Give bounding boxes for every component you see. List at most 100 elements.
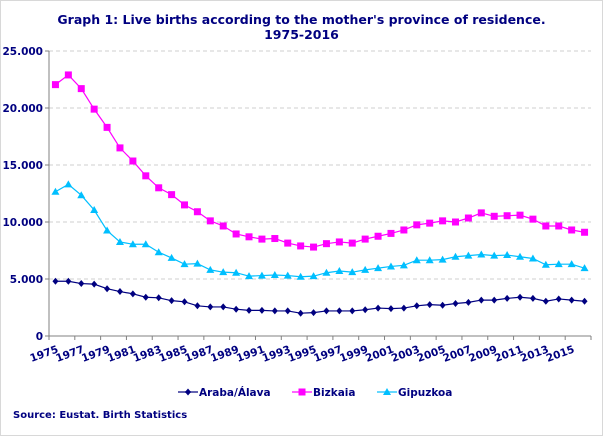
- data-point-bizkaia: [310, 243, 318, 251]
- y-tick-label: 0: [36, 331, 43, 343]
- data-point-araba-lava: [426, 301, 433, 309]
- data-point-araba-lava: [413, 302, 420, 310]
- data-point-bizkaia: [348, 239, 356, 247]
- y-tick-label: 20.000: [2, 103, 43, 115]
- data-point-araba-lava: [400, 304, 407, 312]
- data-point-araba-lava: [517, 293, 524, 301]
- data-point-araba-lava: [155, 294, 162, 302]
- chart-subtitle: 1975-2016: [264, 27, 339, 42]
- data-point-araba-lava: [491, 296, 498, 304]
- data-point-bizkaia: [116, 144, 124, 152]
- data-point-bizkaia: [271, 235, 279, 243]
- data-point-gipuzkoa: [64, 180, 73, 188]
- data-point-gipuzkoa: [219, 268, 228, 276]
- data-point-bizkaia: [245, 233, 253, 241]
- data-point-bizkaia: [439, 217, 447, 225]
- data-point-araba-lava: [568, 296, 575, 304]
- data-point-gipuzkoa: [51, 187, 60, 195]
- data-point-araba-lava: [65, 277, 72, 285]
- data-point-araba-lava: [104, 285, 111, 293]
- data-point-araba-lava: [78, 280, 85, 288]
- data-point-bizkaia: [193, 208, 201, 216]
- data-point-bizkaia: [490, 212, 498, 220]
- data-point-gipuzkoa: [335, 267, 344, 275]
- data-point-gipuzkoa: [232, 268, 241, 276]
- data-point-gipuzkoa: [283, 271, 292, 279]
- data-point-gipuzkoa: [348, 268, 357, 276]
- legend-label-bizkaia: Bizkaia: [313, 387, 355, 399]
- data-point-bizkaia: [516, 211, 524, 219]
- data-point-araba-lava: [362, 306, 369, 314]
- data-point-gipuzkoa: [554, 260, 563, 268]
- data-point-araba-lava: [284, 307, 291, 315]
- data-point-gipuzkoa: [438, 255, 447, 263]
- data-point-bizkaia: [155, 184, 163, 192]
- data-point-gipuzkoa: [490, 251, 499, 259]
- data-point-bizkaia: [568, 226, 576, 234]
- data-point-gipuzkoa: [580, 264, 589, 272]
- data-point-bizkaia: [452, 218, 459, 226]
- data-point-gipuzkoa: [103, 226, 112, 234]
- data-point-araba-lava: [581, 297, 588, 305]
- data-point-bizkaia: [51, 81, 59, 89]
- data-point-gipuzkoa: [516, 252, 525, 260]
- legend-marker-gipuzkoa: [383, 388, 391, 395]
- data-point-araba-lava: [349, 307, 356, 315]
- chart-title-line: Graph 1: Live births according to the mo…: [57, 12, 546, 27]
- data-point-araba-lava: [465, 298, 472, 306]
- data-point-araba-lava: [504, 294, 511, 302]
- data-point-gipuzkoa: [425, 256, 434, 264]
- data-point-bizkaia: [581, 228, 589, 236]
- data-point-bizkaia: [542, 222, 550, 230]
- data-point-gipuzkoa: [270, 271, 279, 279]
- data-point-bizkaia: [400, 226, 408, 234]
- data-point-bizkaia: [77, 85, 85, 93]
- data-point-araba-lava: [439, 301, 446, 309]
- data-point-araba-lava: [323, 307, 330, 315]
- data-point-gipuzkoa: [322, 268, 331, 276]
- legend-label-araba-lava: Araba/Álava: [199, 386, 271, 399]
- series-line-gipuzkoa: [55, 183, 585, 278]
- data-point-araba-lava: [336, 307, 343, 315]
- data-point-gipuzkoa: [361, 265, 370, 273]
- data-point-araba-lava: [116, 288, 123, 296]
- data-point-araba-lava: [207, 303, 214, 311]
- data-point-bizkaia: [90, 105, 98, 113]
- data-point-bizkaia: [387, 229, 395, 237]
- chart-title: Graph 1: Live births according to the mo…: [0, 12, 603, 42]
- data-point-bizkaia: [142, 172, 150, 180]
- data-point-araba-lava: [181, 298, 188, 306]
- data-point-araba-lava: [375, 304, 382, 312]
- data-point-araba-lava: [246, 306, 253, 314]
- data-point-gipuzkoa: [477, 250, 486, 258]
- data-point-gipuzkoa: [90, 206, 99, 214]
- data-point-bizkaia: [103, 123, 111, 131]
- data-point-bizkaia: [129, 157, 137, 165]
- data-point-araba-lava: [258, 306, 265, 314]
- data-point-araba-lava: [297, 309, 304, 317]
- data-point-gipuzkoa: [528, 254, 537, 262]
- data-point-gipuzkoa: [567, 260, 576, 268]
- data-point-gipuzkoa: [245, 272, 254, 280]
- data-point-gipuzkoa: [296, 272, 305, 280]
- data-point-bizkaia: [529, 215, 537, 223]
- data-point-araba-lava: [387, 305, 394, 313]
- legend-marker-bizkaia: [298, 388, 306, 396]
- data-point-gipuzkoa: [503, 251, 512, 259]
- data-point-bizkaia: [297, 242, 305, 250]
- data-point-bizkaia: [219, 222, 227, 230]
- legend-label-gipuzkoa: Gipuzkoa: [398, 387, 452, 399]
- data-point-araba-lava: [91, 280, 98, 288]
- data-point-araba-lava: [129, 290, 136, 298]
- data-point-bizkaia: [464, 214, 472, 222]
- legend-marker-araba-lava: [185, 388, 191, 396]
- y-tick-label: 10.000: [2, 217, 43, 229]
- data-point-bizkaia: [413, 221, 421, 229]
- data-point-bizkaia: [426, 219, 434, 227]
- data-point-gipuzkoa: [386, 262, 395, 270]
- data-point-bizkaia: [168, 191, 176, 199]
- data-point-araba-lava: [310, 309, 317, 317]
- data-point-bizkaia: [258, 235, 266, 243]
- data-point-gipuzkoa: [180, 260, 189, 268]
